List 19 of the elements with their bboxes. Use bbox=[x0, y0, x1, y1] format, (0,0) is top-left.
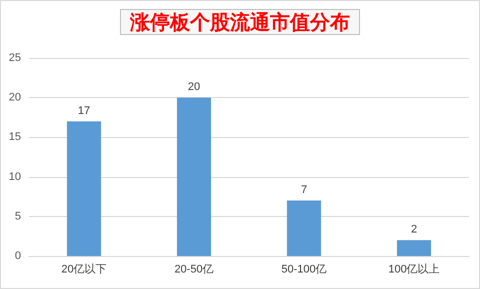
chart-title: 涨停板个股流通市值分布 bbox=[129, 10, 350, 34]
y-tick-label: 10 bbox=[8, 170, 21, 183]
bar bbox=[66, 121, 102, 256]
bar bbox=[286, 200, 322, 256]
data-label: 17 bbox=[78, 104, 90, 117]
x-tick-label: 20亿以下 bbox=[61, 262, 107, 276]
y-tick-label: 5 bbox=[14, 210, 21, 222]
data-label: 2 bbox=[410, 224, 418, 236]
x-tick-label: 20-50亿 bbox=[174, 264, 214, 276]
y-tick-label: 0 bbox=[14, 250, 21, 262]
data-label: 20 bbox=[188, 81, 200, 94]
y-tick-label: 25 bbox=[8, 52, 21, 64]
x-tick-label: 50-100亿 bbox=[281, 264, 327, 276]
bar bbox=[176, 98, 212, 256]
data-label: 7 bbox=[300, 184, 308, 196]
y-tick-label: 20 bbox=[8, 92, 21, 104]
x-tick-label: 100亿以上 bbox=[388, 262, 440, 276]
bar bbox=[396, 240, 432, 256]
y-tick-label: 15 bbox=[8, 131, 21, 144]
